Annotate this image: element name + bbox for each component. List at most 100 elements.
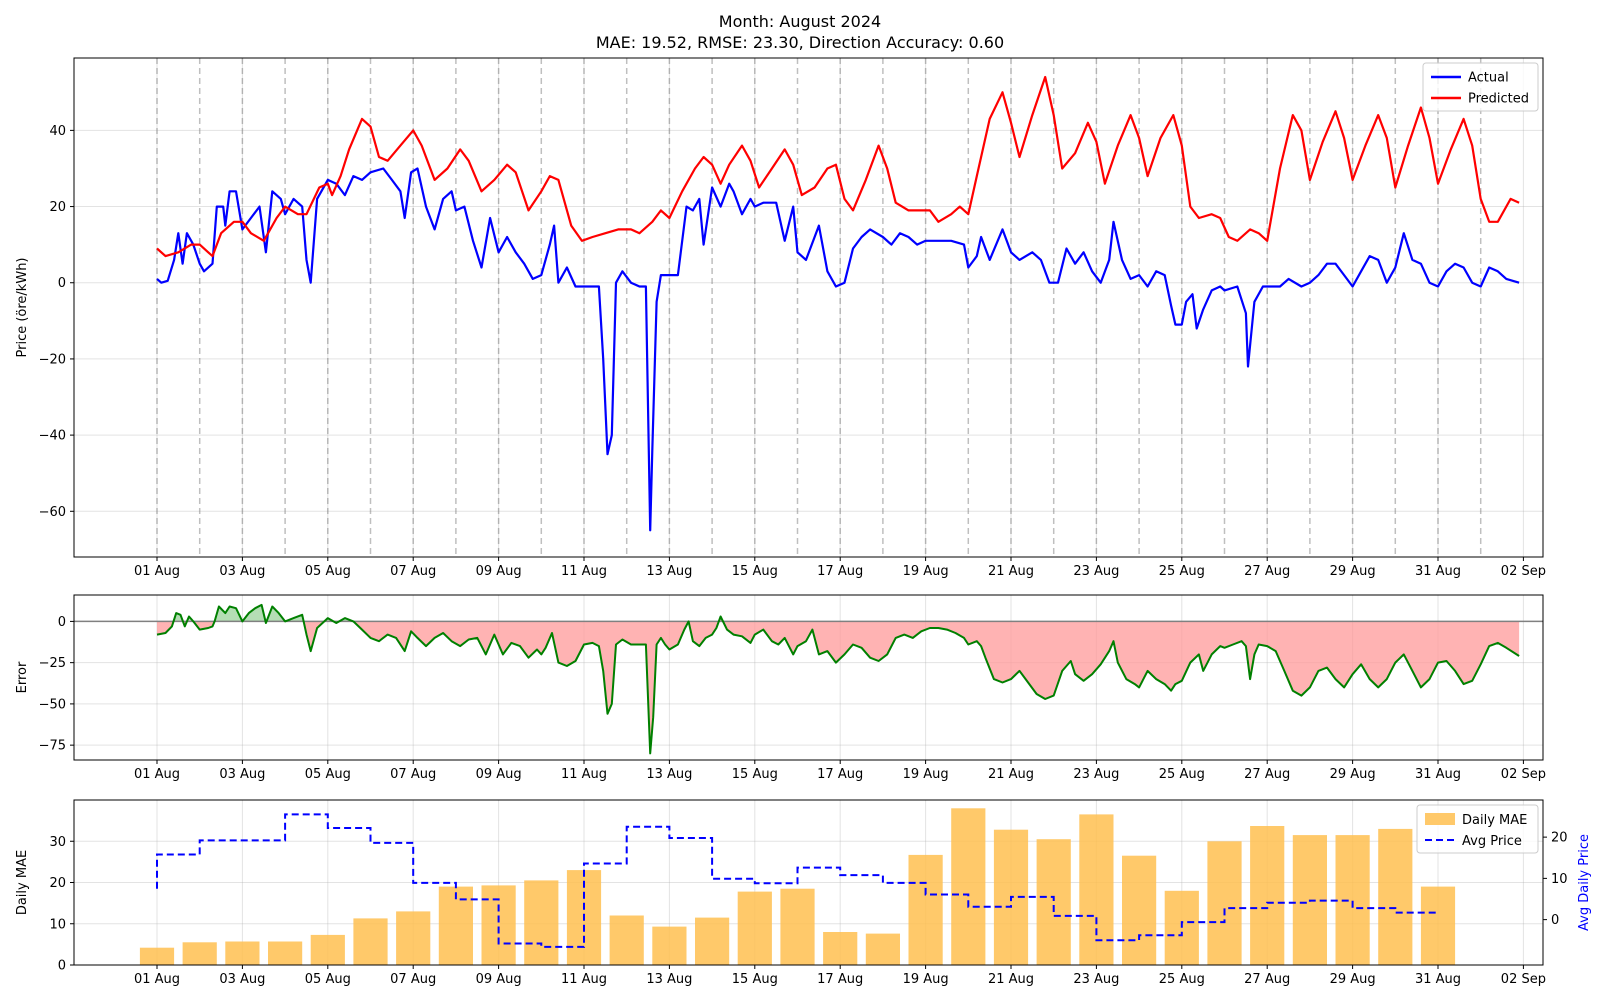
bar-daily-mae xyxy=(737,891,772,965)
x-tick-label: 25 Aug xyxy=(1159,767,1205,782)
error-area-positive xyxy=(173,604,723,622)
x-tick-label: 03 Aug xyxy=(219,564,265,579)
x-tick-label: 27 Aug xyxy=(1244,564,1290,579)
error-line xyxy=(156,603,1520,755)
bar-daily-mae xyxy=(524,880,559,965)
axes-price: 01 Aug 03 Aug 05 Aug 07 Aug 09 Aug 11 Aug 13 A… xyxy=(15,57,1546,579)
bar-daily-mae xyxy=(1378,828,1413,965)
bar-daily-mae xyxy=(652,926,687,965)
error-area-negative xyxy=(157,621,1520,754)
bar-daily-mae xyxy=(1250,826,1285,965)
x-tick-label: 19 Aug xyxy=(903,767,949,782)
bar-daily-mae xyxy=(481,885,516,965)
bar-daily-mae xyxy=(182,942,217,965)
x-tick-label: 02 Sep xyxy=(1501,972,1546,987)
y-tick-label: 20 xyxy=(49,200,66,215)
y-tick-label: 0 xyxy=(58,276,66,291)
x-tick-label: 15 Aug xyxy=(732,767,778,782)
x-tick-label: 05 Aug xyxy=(305,767,351,782)
x-tick-label: 19 Aug xyxy=(903,972,949,987)
legend-label: Daily MAE xyxy=(1462,813,1527,828)
y-tick-label: −25 xyxy=(39,656,66,671)
x-tick-label: 09 Aug xyxy=(476,767,522,782)
bar-daily-mae xyxy=(780,888,815,965)
bar-daily-mae xyxy=(1164,890,1199,965)
x-tick-label: 07 Aug xyxy=(390,564,436,579)
y-tick-label: 0 xyxy=(58,959,66,974)
bar-daily-mae xyxy=(1079,814,1114,965)
x-tick-label: 23 Aug xyxy=(1073,564,1119,579)
x-tick-label: 01 Aug xyxy=(134,767,180,782)
chart-title: Month: August 2024 xyxy=(718,12,882,31)
series-group xyxy=(156,75,1520,532)
x-tick-label: 27 Aug xyxy=(1244,767,1290,782)
x-tick-label: 15 Aug xyxy=(732,564,778,579)
bar-daily-mae xyxy=(609,915,644,965)
x-tick-label: 07 Aug xyxy=(390,767,436,782)
avg-price-line xyxy=(156,813,1438,948)
x-tick-label: 31 Aug xyxy=(1415,564,1461,579)
bar-daily-mae xyxy=(268,941,303,965)
y-tick-label: −75 xyxy=(39,739,66,754)
x-tick-label: 29 Aug xyxy=(1330,564,1376,579)
y-tick-label: 20 xyxy=(49,876,66,891)
bar-daily-mae xyxy=(1122,855,1157,965)
x-tick-label: 01 Aug xyxy=(134,972,180,987)
x-tick-label: 02 Sep xyxy=(1501,564,1546,579)
y-tick-label: −40 xyxy=(39,429,66,444)
x-tick-label: 25 Aug xyxy=(1159,972,1205,987)
x-tick-label: 27 Aug xyxy=(1244,972,1290,987)
axes-frame xyxy=(73,799,1544,966)
x-tick-label: 19 Aug xyxy=(903,564,949,579)
x-tick-label: 23 Aug xyxy=(1073,767,1119,782)
bar-daily-mae xyxy=(1036,839,1071,965)
legend: Daily MAE Avg Price xyxy=(1416,804,1539,854)
series-line-predicted xyxy=(156,75,1520,258)
legend-label: Avg Price xyxy=(1462,834,1522,849)
x-tick-label: 11 Aug xyxy=(561,564,607,579)
x-tick-label: 23 Aug xyxy=(1073,972,1119,987)
bar-daily-mae xyxy=(225,941,260,965)
bar-daily-mae xyxy=(438,886,473,965)
x-tick-label: 25 Aug xyxy=(1159,564,1205,579)
y2-axis-label: Avg Daily Price xyxy=(1577,834,1592,931)
x-tick-label: 02 Sep xyxy=(1501,767,1546,782)
y-tick-label: 40 xyxy=(49,124,66,139)
bar-daily-mae xyxy=(139,947,175,965)
axes-daily: 01 Aug 03 Aug 05 Aug 07 Aug 09 Aug 11 Aug 13 A… xyxy=(15,799,1592,987)
x-tick-label: 21 Aug xyxy=(988,972,1034,987)
bar-daily-mae xyxy=(951,808,986,965)
x-tick-label: 17 Aug xyxy=(817,767,863,782)
axes-frame xyxy=(73,594,1544,761)
axes-error: 01 Aug 03 Aug 05 Aug 07 Aug 09 Aug 11 Aug 13 A… xyxy=(15,594,1546,782)
legend-swatch-bar xyxy=(1425,813,1455,825)
x-tick-label: 01 Aug xyxy=(134,564,180,579)
series-group xyxy=(74,603,1543,755)
y-axis-label: Daily MAE xyxy=(15,850,30,915)
y-tick-label: −20 xyxy=(39,352,66,367)
x-tick-label: 09 Aug xyxy=(476,972,522,987)
y-axis-label: Error xyxy=(15,661,30,693)
y-tick-label: 10 xyxy=(49,917,66,932)
x-tick-label: 29 Aug xyxy=(1330,972,1376,987)
x-tick-label: 05 Aug xyxy=(305,972,351,987)
legend-label: Actual xyxy=(1468,71,1509,86)
x-tick-label: 09 Aug xyxy=(476,564,522,579)
x-tick-label: 15 Aug xyxy=(732,972,778,987)
x-tick-label: 07 Aug xyxy=(390,972,436,987)
x-tick-label: 13 Aug xyxy=(646,564,692,579)
x-tick-label: 29 Aug xyxy=(1330,767,1376,782)
bar-daily-mae xyxy=(310,934,345,965)
bar-daily-mae xyxy=(1207,841,1242,965)
series-line-actual xyxy=(156,167,1520,532)
x-tick-label: 03 Aug xyxy=(219,972,265,987)
bar-daily-mae xyxy=(396,911,431,965)
x-tick-label: 11 Aug xyxy=(561,972,607,987)
y2-tick-label: 10 xyxy=(1551,872,1568,887)
bar-daily-mae xyxy=(908,854,943,965)
x-tick-label: 17 Aug xyxy=(817,564,863,579)
legend-label: Predicted xyxy=(1468,92,1529,107)
series-group xyxy=(139,808,1456,965)
axes-frame xyxy=(73,57,1544,558)
